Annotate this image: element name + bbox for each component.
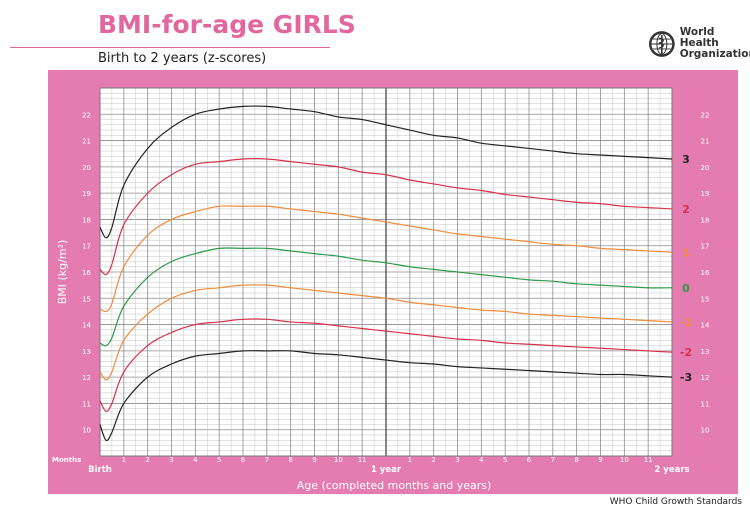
y-tick-label-left: 13 (82, 348, 91, 356)
y-tick-label-right: 15 (701, 295, 710, 303)
x-tick-label: 10 (334, 456, 343, 464)
series-line-z3 (99, 105, 673, 239)
y-tick-label-left: 15 (82, 295, 91, 303)
x-tick-label: 1 (408, 456, 412, 464)
y-tick-label-left: 16 (82, 269, 91, 277)
y-tick-label-left: 19 (82, 190, 91, 198)
x-tick-label: 8 (574, 456, 578, 464)
series-line-z0 (99, 247, 673, 347)
x-tick-label: 6 (527, 456, 532, 464)
who-logo: World Health Organization (648, 27, 750, 60)
series-label-z1: 1 (682, 246, 690, 259)
x-tick-label: 2 years (654, 465, 689, 475)
y-tick-label-left: 20 (82, 164, 91, 172)
series-label-z3: 3 (682, 153, 690, 166)
plot-border (99, 87, 673, 457)
series-label-z0: 0 (682, 282, 690, 295)
y-tick-label-left: 11 (82, 400, 91, 408)
x-tick-label: 4 (193, 456, 198, 464)
footer-source: WHO Child Growth Standards (609, 497, 742, 507)
x-tick-label: 7 (551, 456, 555, 464)
x-tick-label: 2 (145, 456, 149, 464)
series-label-z-1: -1 (680, 316, 692, 329)
x-tick-label: Birth (88, 465, 112, 475)
x-unit-label: Months (52, 456, 81, 464)
x-tick-label: 1 year (371, 465, 402, 475)
y-axis-label: BMI (kg/m²) (56, 240, 69, 305)
series-line-z-2 (99, 318, 673, 412)
series-line-z-1 (99, 284, 673, 381)
x-tick-label: 5 (503, 456, 507, 464)
y-tick-label-right: 16 (701, 269, 710, 277)
y-tick-label-right: 17 (701, 243, 710, 251)
x-tick-label: 6 (241, 456, 246, 464)
x-tick-label: 4 (479, 456, 484, 464)
y-tick-label-right: 19 (701, 190, 710, 198)
org-name-line1: World Health (679, 26, 719, 49)
y-tick-label-right: 12 (701, 374, 710, 382)
y-tick-label-left: 12 (82, 374, 91, 382)
x-tick-label: 3 (169, 456, 173, 464)
x-tick-label: 7 (265, 456, 269, 464)
org-name-line2: Organization (679, 48, 750, 60)
title-divider (10, 47, 330, 48)
series-line-z2 (99, 158, 673, 276)
who-emblem-icon (648, 30, 675, 57)
y-tick-label-left: 18 (82, 216, 91, 224)
x-tick-label: 8 (288, 456, 292, 464)
series-line-z1 (99, 205, 673, 313)
y-tick-label-right: 10 (701, 427, 710, 435)
y-tick-label-right: 14 (701, 322, 710, 330)
y-tick-label-left: 10 (82, 427, 91, 435)
series-label-z-2: -2 (680, 346, 692, 359)
x-tick-label: 9 (312, 456, 316, 464)
y-tick-label-left: 22 (82, 111, 91, 119)
x-tick-label: 11 (358, 456, 367, 464)
x-tick-label: 10 (620, 456, 629, 464)
y-tick-label-right: 21 (701, 138, 710, 146)
x-tick-label: 9 (598, 456, 602, 464)
x-tick-label: 1 (122, 456, 126, 464)
x-tick-label: 5 (217, 456, 221, 464)
page-subtitle: Birth to 2 years (z-scores) (98, 51, 267, 66)
x-axis-label: Age (completed months and years) (297, 479, 492, 492)
y-tick-label-right: 20 (701, 164, 710, 172)
chart-series (99, 105, 673, 442)
y-tick-label-right: 22 (701, 111, 710, 119)
y-tick-label-right: 18 (701, 216, 710, 224)
y-tick-label-left: 21 (82, 138, 91, 146)
y-tick-label-left: 17 (82, 243, 91, 251)
series-line-z-3 (99, 350, 673, 442)
y-tick-label-left: 14 (82, 322, 91, 330)
x-tick-label: 3 (455, 456, 459, 464)
series-label-z2: 2 (682, 203, 690, 216)
org-name: World Health Organization (680, 27, 750, 60)
y-tick-label-right: 11 (701, 400, 710, 408)
x-tick-label: 2 (431, 456, 435, 464)
x-tick-label: 11 (644, 456, 653, 464)
series-label-z-3: -3 (680, 371, 692, 384)
page-title: BMI-for-age GIRLS (98, 10, 356, 39)
y-tick-label-right: 13 (701, 348, 710, 356)
